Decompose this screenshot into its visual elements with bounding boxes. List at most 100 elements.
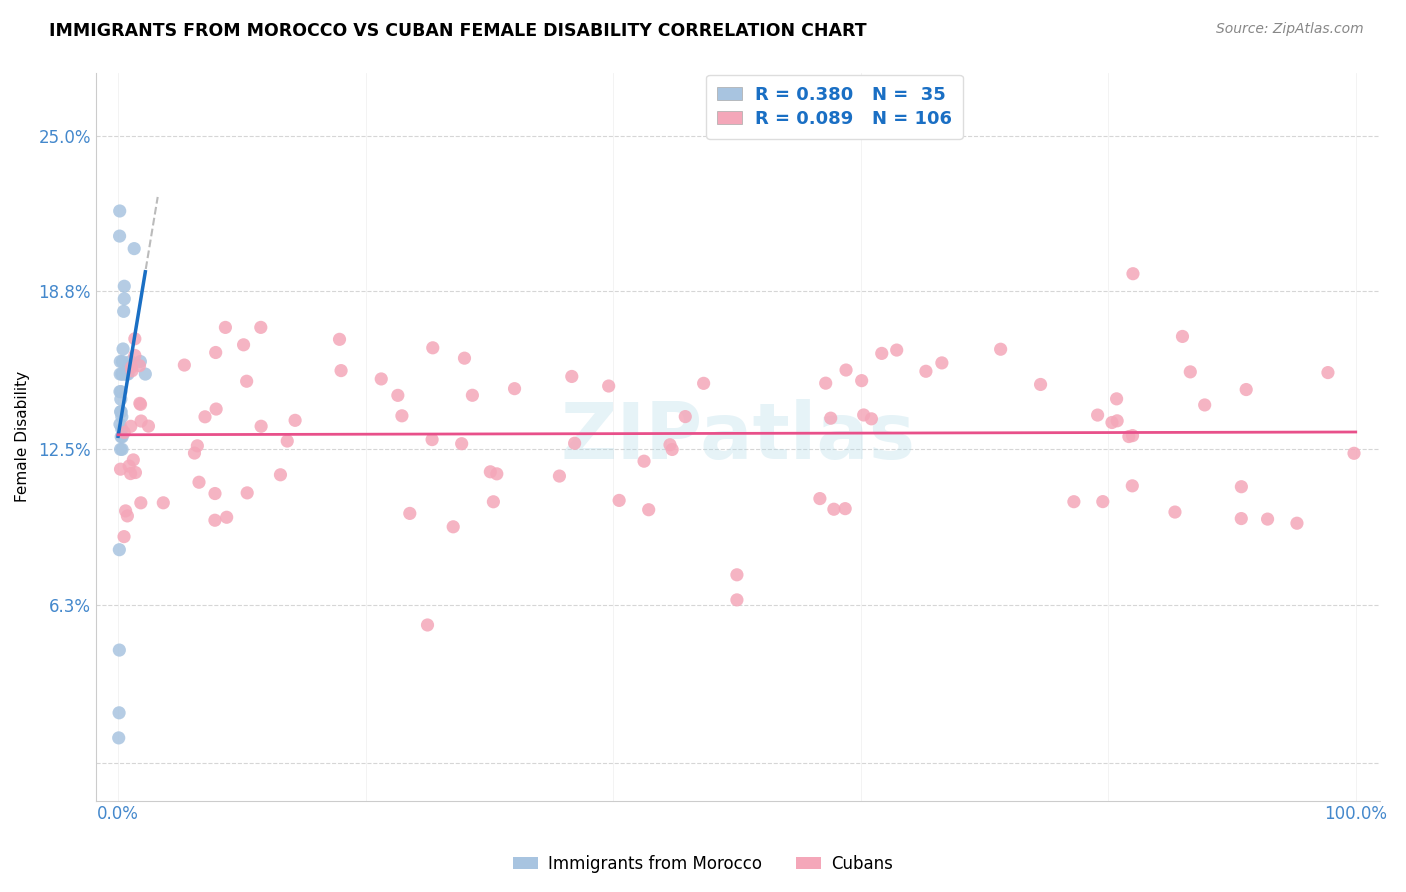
Point (1121, 479, 1143, 493)
Point (561, 369, 583, 384)
Point (112, 530, 135, 544)
Point (607, 493, 630, 508)
Point (129, 414, 152, 428)
Point (633, 454, 655, 468)
Point (330, 363, 353, 377)
Point (1118, 429, 1140, 443)
Point (107, 731, 129, 745)
Point (124, 348, 146, 362)
Text: ZIPatlas: ZIPatlas (561, 399, 915, 475)
Point (117, 367, 139, 381)
Point (118, 458, 141, 473)
Y-axis label: Female Disability: Female Disability (15, 371, 30, 502)
Point (121, 360, 143, 375)
Point (108, 542, 131, 557)
Point (110, 430, 132, 444)
Point (120, 354, 142, 368)
Point (328, 332, 350, 346)
Point (276, 434, 298, 448)
Point (1171, 329, 1194, 343)
Legend: Immigrants from Morocco, Cubans: Immigrants from Morocco, Cubans (506, 848, 900, 880)
Point (420, 433, 443, 447)
Point (194, 409, 217, 424)
Point (111, 442, 134, 457)
Point (416, 618, 439, 632)
Point (128, 359, 150, 373)
Point (183, 446, 205, 460)
Point (564, 436, 586, 450)
Point (990, 343, 1012, 357)
Point (188, 475, 211, 490)
Point (124, 332, 146, 346)
Point (422, 341, 444, 355)
Point (110, 405, 132, 419)
Point (1285, 516, 1308, 531)
Point (391, 409, 413, 423)
Point (673, 409, 696, 424)
Point (915, 364, 938, 378)
Point (548, 469, 571, 483)
Point (129, 354, 152, 368)
Point (886, 343, 908, 357)
Point (112, 304, 135, 318)
Point (835, 363, 858, 377)
Point (1105, 392, 1128, 406)
Point (814, 376, 837, 391)
Point (215, 510, 238, 524)
Text: Source: ZipAtlas.com: Source: ZipAtlas.com (1216, 22, 1364, 37)
Point (1107, 414, 1129, 428)
Point (122, 453, 145, 467)
Point (1029, 377, 1052, 392)
Point (120, 467, 142, 481)
Point (121, 364, 143, 378)
Point (110, 384, 132, 399)
Point (453, 351, 475, 366)
Point (269, 467, 291, 482)
Point (808, 491, 831, 506)
Point (110, 405, 132, 419)
Point (1063, 494, 1085, 508)
Point (725, 567, 748, 582)
Point (250, 419, 273, 434)
Point (1343, 446, 1365, 460)
Point (870, 346, 893, 360)
Point (204, 345, 226, 359)
Point (1101, 416, 1123, 430)
Point (124, 466, 146, 480)
Point (1230, 511, 1253, 525)
Point (112, 292, 135, 306)
Point (128, 396, 150, 410)
Point (110, 392, 132, 406)
Point (485, 467, 508, 481)
Point (204, 513, 226, 527)
Point (1234, 383, 1257, 397)
Point (461, 388, 484, 402)
Point (1230, 480, 1253, 494)
Point (120, 419, 142, 434)
Point (387, 388, 409, 402)
Point (398, 507, 420, 521)
Point (114, 367, 136, 381)
Point (111, 409, 134, 424)
Point (1194, 398, 1216, 412)
Point (482, 495, 505, 509)
Point (110, 442, 132, 457)
Point (852, 408, 875, 422)
Point (1180, 365, 1202, 379)
Point (823, 502, 845, 516)
Point (118, 359, 141, 374)
Point (1087, 408, 1109, 422)
Point (284, 413, 307, 427)
Point (117, 508, 139, 523)
Point (111, 422, 134, 436)
Point (860, 412, 883, 426)
Point (931, 356, 953, 370)
Point (598, 379, 620, 393)
Point (111, 354, 134, 368)
Point (232, 338, 254, 352)
Point (479, 465, 502, 479)
Point (114, 504, 136, 518)
Point (110, 462, 132, 476)
Point (661, 442, 683, 457)
Point (637, 502, 659, 516)
